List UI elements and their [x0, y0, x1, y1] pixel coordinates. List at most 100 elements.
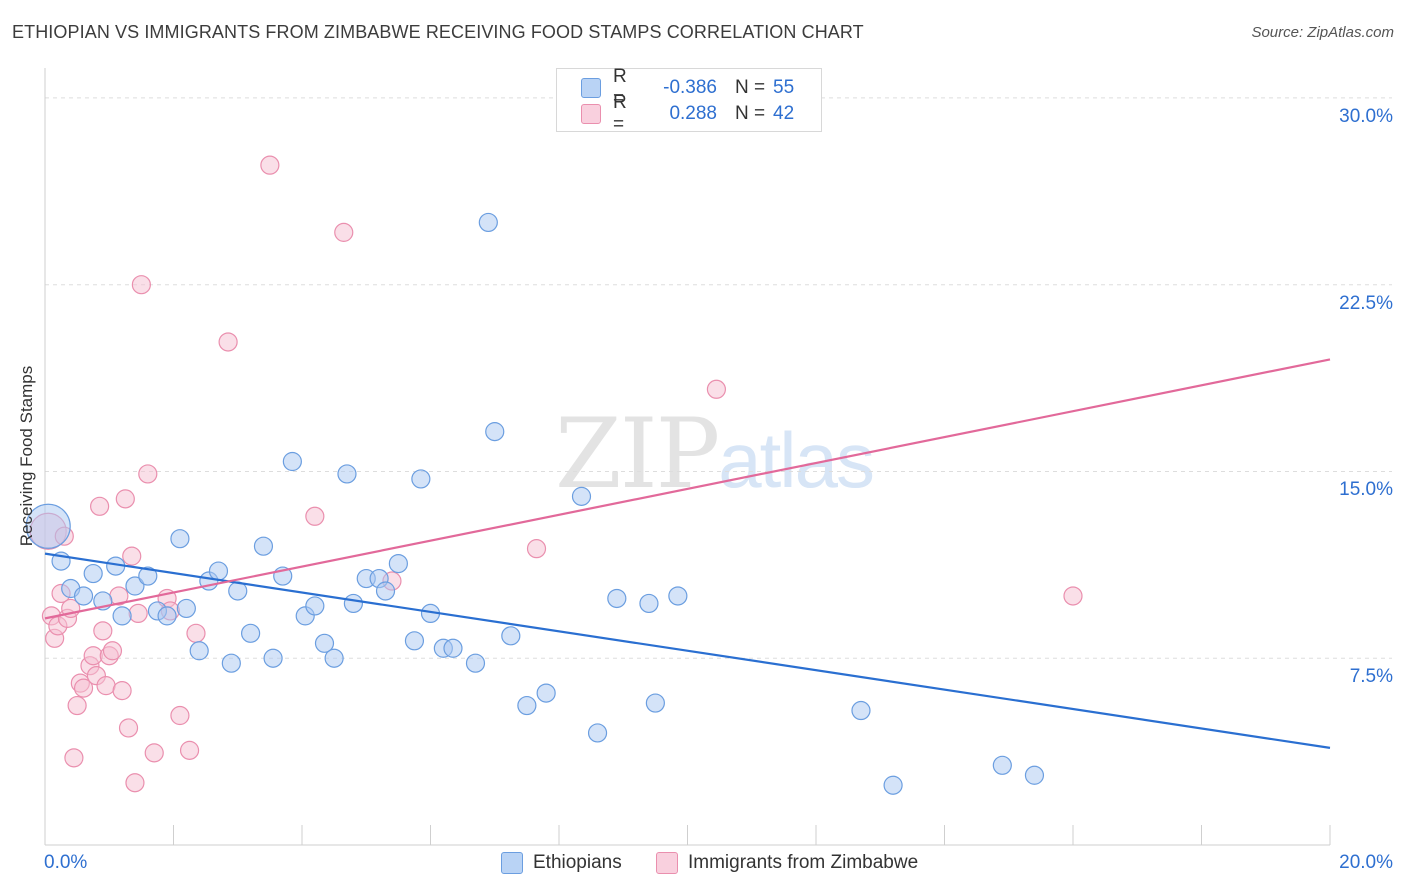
chart-title: ETHIOPIAN VS IMMIGRANTS FROM ZIMBABWE RE…: [12, 22, 864, 42]
correlation-legend: R = -0.386 N = 55 R = 0.288 N = 42: [556, 66, 822, 135]
series-legend: Ethiopians Immigrants from Zimbabwe: [0, 852, 1406, 878]
ethiopians-point: [170, 529, 190, 549]
zimbabwe-point: [1063, 586, 1083, 606]
x-tick-label-min: 0.0%: [44, 852, 88, 873]
legend-label-zimbabwe: Immigrants from Zimbabwe: [688, 852, 919, 873]
zimbabwe-point: [260, 155, 280, 175]
legend-row-zimbabwe: R = 0.288 N = 42: [581, 92, 795, 135]
x-tick-label-max: 20.0%: [1339, 852, 1393, 873]
ethiopians-point: [607, 588, 627, 609]
ethiopians-point: [485, 422, 505, 442]
legend-n-label: N =: [735, 77, 766, 98]
legend-r-label: R =: [613, 66, 627, 109]
ethiopians-point: [992, 755, 1012, 775]
zimbabwe-point: [90, 496, 110, 516]
zimbabwe-trend-line: [44, 358, 1331, 620]
zimbabwe-point: [125, 773, 145, 793]
ethiopians-point: [501, 626, 521, 646]
ethiopians-point: [571, 486, 592, 506]
ethiopians-point: [253, 536, 274, 556]
ethiopians-point: [176, 598, 196, 619]
zimbabwe-point: [122, 546, 142, 566]
zimbabwe-point: [131, 275, 151, 295]
ethiopians-point: [324, 648, 344, 668]
ethiopians-point: [25, 503, 71, 549]
zimbabwe-point: [170, 705, 190, 726]
ethiopians-point: [282, 451, 302, 472]
zimbabwe-point: [179, 740, 200, 760]
ethiopians-point: [587, 723, 608, 743]
trend-lines: [44, 358, 1331, 749]
ethiopians-point: [668, 586, 688, 606]
zimbabwe-point: [526, 539, 547, 559]
legend-r-value: -0.386: [663, 77, 717, 98]
ethiopians-point: [305, 596, 325, 616]
ethiopians-point: [73, 586, 94, 606]
series-zimbabwe-points: [29, 155, 1083, 793]
zimbabwe-point: [102, 641, 123, 661]
legend-item-ethiopians[interactable]: Ethiopians: [501, 852, 622, 874]
ethiopians-point: [314, 633, 335, 653]
ethiopians-point: [851, 700, 871, 721]
zimbabwe-point: [64, 748, 84, 768]
legend-swatch-pink: [581, 104, 601, 124]
ethiopians-point: [478, 212, 498, 233]
ethiopians-point: [208, 561, 229, 581]
zimbabwe-point: [218, 332, 238, 352]
ethiopians-point: [645, 693, 665, 713]
ethiopians-point: [639, 593, 659, 614]
ethiopians-point: [337, 464, 357, 484]
zimbabwe-point: [305, 506, 325, 526]
axes: [44, 68, 1331, 846]
zimbabwe-point: [128, 603, 148, 624]
ethiopians-point: [343, 593, 363, 614]
ethiopians-point: [157, 606, 177, 626]
ethiopians-point: [112, 606, 132, 626]
zimbabwe-point: [118, 718, 139, 738]
ethiopians-point: [536, 683, 556, 703]
legend-r-value: 0.288: [669, 103, 717, 124]
zimbabwe-point: [706, 379, 727, 399]
legend-row-ethiopians: R = -0.386 N = 55: [581, 66, 795, 109]
zimbabwe-point: [73, 678, 94, 698]
ethiopians-point: [517, 695, 537, 716]
zimbabwe-point: [96, 676, 116, 696]
ethiopians-point: [411, 469, 431, 489]
legend-n-label: N =: [735, 103, 766, 124]
watermark-atlas: atlas: [718, 416, 875, 504]
zimbabwe-point: [67, 695, 87, 716]
y-tick-label: 22.5%: [1339, 292, 1393, 314]
legend-n-value: 42: [773, 103, 795, 124]
legend-swatch-blue: [581, 78, 601, 98]
y-tick-label: 15.0%: [1339, 479, 1393, 501]
zimbabwe-point: [186, 623, 206, 643]
legend-swatch-blue: [501, 852, 523, 874]
source-label: Source: ZipAtlas.com: [1251, 24, 1394, 41]
legend-n-value: 55: [773, 77, 795, 98]
legend-item-zimbabwe[interactable]: Immigrants from Zimbabwe: [656, 852, 918, 874]
zimbabwe-point: [83, 646, 103, 666]
ethiopians-point: [1024, 765, 1045, 785]
y-axis-label: Receiving Food Stamps: [17, 365, 36, 547]
ethiopians-trend-line: [44, 552, 1331, 749]
y-tick-label: 30.0%: [1339, 105, 1393, 127]
ethiopians-point: [883, 775, 903, 795]
ethiopians-point: [263, 648, 283, 668]
zimbabwe-point: [334, 222, 354, 242]
zimbabwe-point: [144, 743, 164, 763]
zimbabwe-point: [138, 464, 158, 484]
ethiopians-point: [221, 653, 241, 673]
ethiopians-point: [388, 554, 408, 574]
legend-r-label: R =: [613, 92, 627, 135]
ethiopians-point: [404, 631, 425, 651]
gridlines: [45, 97, 1392, 659]
series-ethiopians-points: [25, 212, 1045, 795]
ethiopians-point: [189, 641, 209, 661]
legend-swatch-pink: [656, 852, 678, 874]
legend-label-ethiopians: Ethiopians: [533, 852, 622, 873]
y-tick-label: 7.5%: [1349, 666, 1393, 688]
zimbabwe-point: [93, 621, 113, 641]
ethiopians-point: [83, 563, 103, 584]
ethiopians-point: [465, 653, 486, 673]
